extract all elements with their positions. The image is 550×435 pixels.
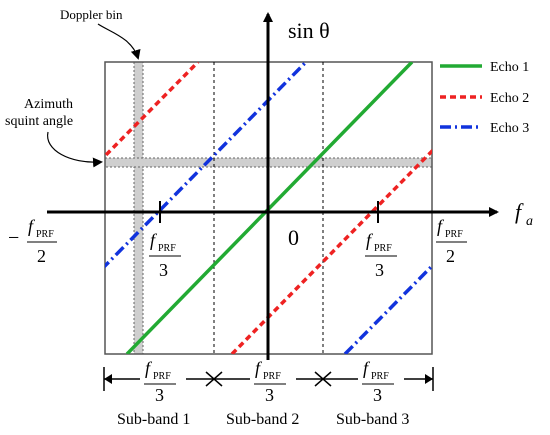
svg-text:f: f bbox=[366, 230, 374, 250]
subband-3-width: f PRF 3 bbox=[358, 358, 404, 405]
legend-item-echo-1: Echo 1 bbox=[440, 60, 529, 75]
label-fprf-over-3-right: f PRF 3 bbox=[365, 230, 397, 280]
svg-text:f: f bbox=[145, 358, 153, 378]
minus-sign: − bbox=[8, 227, 19, 249]
subband-3-label: Sub-band 3 bbox=[336, 411, 409, 428]
svg-text:f: f bbox=[28, 216, 36, 236]
svg-text:f: f bbox=[255, 358, 263, 378]
svg-text:f: f bbox=[437, 216, 445, 236]
svg-text:Echo 1: Echo 1 bbox=[490, 60, 529, 75]
legend-item-echo-2: Echo 2 bbox=[440, 91, 529, 106]
svg-text:2: 2 bbox=[37, 246, 46, 266]
origin-label: 0 bbox=[288, 225, 299, 250]
svg-text:PRF: PRF bbox=[158, 243, 176, 254]
echo-2-line-upper bbox=[105, 62, 200, 159]
svg-text:f: f bbox=[363, 358, 371, 378]
subband-1-width: f PRF 3 bbox=[140, 358, 186, 405]
x-axis-label-subscript: a bbox=[526, 214, 533, 229]
echo-3-line-upper bbox=[105, 62, 308, 269]
doppler-bin-label: Doppler bin bbox=[60, 7, 123, 22]
legend: Echo 1 Echo 2 Echo 3 bbox=[440, 60, 529, 136]
svg-text:3: 3 bbox=[159, 260, 168, 280]
svg-text:3: 3 bbox=[373, 385, 382, 405]
label-fprf-over-3-left: f PRF 3 bbox=[149, 230, 181, 280]
doppler-bin-pointer bbox=[97, 23, 141, 60]
svg-text:3: 3 bbox=[155, 385, 164, 405]
label-fprf-over-2-right: f PRF 2 bbox=[436, 216, 467, 266]
echo-3-line-lower bbox=[343, 263, 432, 354]
echo-2-line-lower bbox=[230, 148, 432, 354]
azimuth-label-line2: squint angle bbox=[5, 114, 73, 129]
label-neg-fprf-over-2: − f PRF 2 bbox=[8, 216, 57, 266]
svg-text:PRF: PRF bbox=[36, 229, 54, 240]
doppler-bin-column bbox=[133, 61, 144, 355]
subband-2-width: f PRF 3 bbox=[250, 358, 296, 405]
azimuth-pointer bbox=[47, 131, 103, 168]
svg-text:2: 2 bbox=[446, 246, 455, 266]
svg-text:PRF: PRF bbox=[263, 371, 281, 382]
svg-text:f: f bbox=[150, 230, 158, 250]
svg-text:PRF: PRF bbox=[153, 371, 171, 382]
svg-text:Echo 2: Echo 2 bbox=[490, 91, 529, 106]
y-axis-label: sin θ bbox=[288, 18, 330, 43]
x-axis-label: f bbox=[515, 199, 524, 224]
subband-1-label: Sub-band 1 bbox=[117, 411, 190, 428]
svg-text:PRF: PRF bbox=[371, 371, 389, 382]
svg-text:Echo 3: Echo 3 bbox=[490, 121, 529, 136]
svg-text:PRF: PRF bbox=[445, 229, 463, 240]
svg-text:PRF: PRF bbox=[374, 243, 392, 254]
azimuth-label-line1: Azimuth bbox=[24, 97, 73, 112]
svg-text:3: 3 bbox=[265, 385, 274, 405]
svg-text:3: 3 bbox=[375, 260, 384, 280]
subband-2-label: Sub-band 2 bbox=[226, 411, 299, 428]
legend-item-echo-3: Echo 3 bbox=[440, 121, 529, 136]
